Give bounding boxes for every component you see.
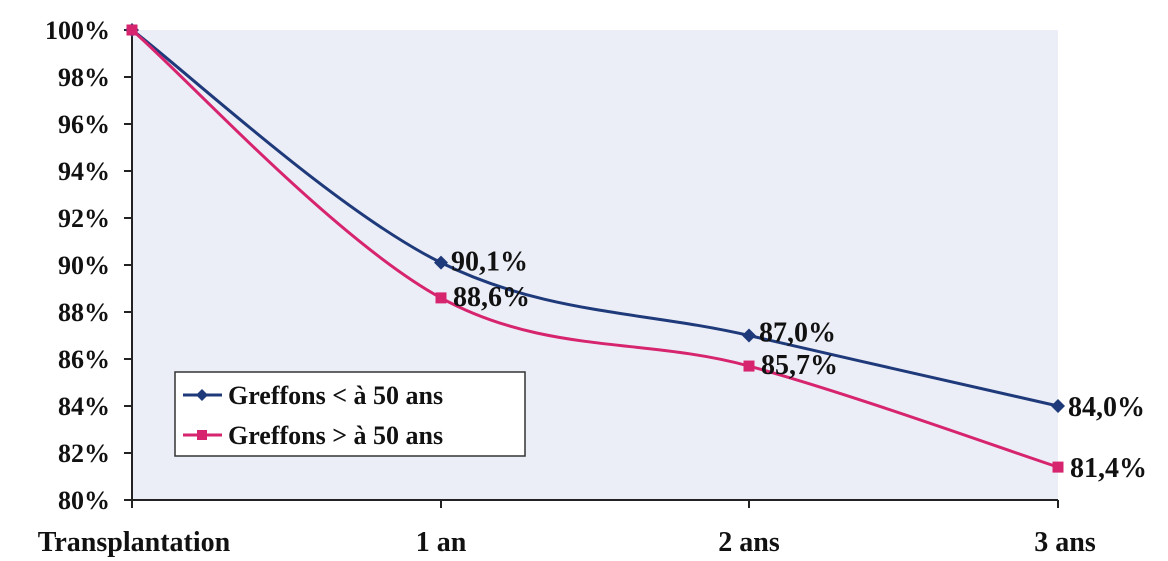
y-tick-label: 96% [58,110,110,139]
y-tick-label: 84% [58,392,110,421]
y-tick-label: 98% [58,63,110,92]
y-tick-label: 82% [58,439,110,468]
data-label: 88,6% [453,282,530,313]
x-tick-label: 3 ans [1034,527,1096,558]
data-label: 84,0% [1068,392,1145,423]
x-tick-label: 2 ans [718,527,780,558]
series-marker-square [1052,461,1064,473]
y-tick-label: 88% [58,298,110,327]
legend-label: Greffons < à 50 ans [228,381,443,410]
series-line [131,28,1059,408]
data-label: 90,1% [451,247,528,278]
legend: Greffons < à 50 ans Greffons > à 50 ans [174,371,526,457]
series-marker-diamond [1051,399,1065,413]
y-tick-label: 86% [58,345,110,374]
series-line [131,28,1059,469]
legend-marker-diamond [196,389,208,401]
x-tick-label: 1 an [416,527,467,558]
series-marker-diamond [434,255,448,270]
data-label: 81,4% [1070,453,1147,484]
y-tick-label: 80% [58,486,110,515]
y-tick-label: 100% [45,16,110,45]
legend-label: Greffons > à 50 ans [228,421,443,450]
data-labels: 90,1% 87,0% 84,0% 88,6% 85,7% 81,4% [451,247,1147,484]
y-tick-label: 90% [58,251,110,280]
y-tick-label: 92% [58,204,110,233]
series-marker-square [435,292,447,304]
series-layer [125,23,1065,473]
y-tick-label: 94% [58,157,110,186]
data-label: 85,7% [761,350,838,381]
series-marker-diamond [742,328,756,343]
series-marker-square [743,360,755,372]
x-tick-label: Transplantation [38,527,231,558]
legend-marker-square [197,430,207,440]
data-label: 87,0% [759,318,836,349]
legend-box [174,371,526,457]
axes: 100% 98% 96% 94% 92% 90% 88% 86% 84% 82% 80% Transp… [38,16,1096,558]
series-marker-square [126,24,138,36]
